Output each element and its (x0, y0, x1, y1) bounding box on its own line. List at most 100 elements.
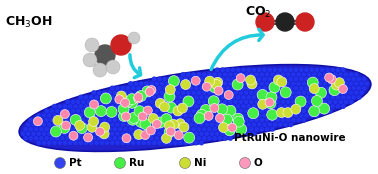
Circle shape (128, 81, 133, 86)
Circle shape (104, 113, 110, 118)
Circle shape (267, 86, 272, 91)
Circle shape (265, 99, 270, 104)
Circle shape (144, 127, 149, 132)
Circle shape (307, 77, 318, 88)
Circle shape (115, 95, 120, 100)
Circle shape (296, 13, 314, 31)
Circle shape (166, 102, 177, 113)
Circle shape (220, 113, 225, 118)
Circle shape (178, 77, 183, 82)
Circle shape (115, 113, 120, 118)
Circle shape (231, 95, 235, 100)
Circle shape (47, 140, 52, 145)
Circle shape (50, 127, 54, 132)
Circle shape (197, 90, 201, 95)
Circle shape (291, 72, 296, 77)
Circle shape (333, 81, 338, 86)
Circle shape (299, 68, 304, 73)
Circle shape (322, 81, 327, 86)
Circle shape (351, 86, 356, 91)
Circle shape (102, 136, 107, 141)
Circle shape (217, 127, 222, 132)
Circle shape (215, 95, 220, 100)
Circle shape (225, 86, 230, 91)
Circle shape (125, 86, 130, 91)
Circle shape (112, 99, 118, 104)
Circle shape (189, 122, 194, 127)
Circle shape (215, 113, 220, 118)
Circle shape (280, 87, 291, 98)
Circle shape (224, 125, 235, 136)
Circle shape (228, 81, 233, 86)
Circle shape (236, 124, 247, 135)
Circle shape (104, 131, 110, 136)
Circle shape (309, 68, 314, 73)
Circle shape (265, 127, 270, 132)
Circle shape (76, 127, 81, 132)
Circle shape (239, 99, 243, 104)
Circle shape (167, 95, 172, 100)
Circle shape (73, 113, 78, 118)
Circle shape (166, 127, 175, 136)
Circle shape (259, 90, 264, 95)
Circle shape (341, 68, 346, 73)
Circle shape (125, 113, 130, 118)
Circle shape (204, 104, 209, 109)
Circle shape (125, 122, 130, 127)
Circle shape (139, 90, 144, 95)
Circle shape (349, 81, 354, 86)
Circle shape (225, 122, 230, 127)
Circle shape (328, 81, 333, 86)
Circle shape (50, 136, 54, 141)
Circle shape (296, 72, 301, 77)
Circle shape (194, 122, 199, 127)
Circle shape (34, 118, 39, 122)
Circle shape (70, 127, 75, 132)
Circle shape (178, 140, 183, 145)
Circle shape (181, 81, 186, 86)
Circle shape (97, 118, 102, 122)
Text: O: O (254, 158, 263, 168)
Circle shape (246, 68, 251, 73)
Circle shape (293, 113, 299, 118)
Circle shape (68, 140, 73, 145)
Circle shape (75, 120, 85, 130)
Circle shape (273, 86, 277, 91)
Circle shape (273, 122, 277, 127)
Circle shape (139, 118, 144, 122)
Circle shape (120, 131, 125, 136)
Circle shape (70, 99, 75, 104)
Circle shape (293, 95, 299, 100)
Circle shape (94, 113, 99, 118)
Circle shape (280, 81, 285, 86)
Circle shape (280, 90, 285, 95)
Circle shape (183, 95, 188, 100)
Circle shape (241, 86, 246, 91)
Circle shape (162, 77, 167, 82)
Circle shape (149, 127, 154, 132)
Circle shape (191, 108, 196, 113)
Circle shape (262, 104, 267, 109)
Circle shape (99, 104, 104, 109)
Circle shape (70, 136, 75, 141)
Circle shape (228, 136, 233, 141)
Circle shape (99, 131, 104, 136)
Circle shape (120, 122, 125, 127)
Circle shape (189, 131, 194, 136)
Circle shape (239, 108, 243, 113)
Circle shape (26, 131, 31, 136)
Circle shape (28, 118, 33, 122)
Circle shape (39, 136, 44, 141)
Circle shape (81, 108, 86, 113)
Circle shape (104, 122, 110, 127)
Circle shape (228, 127, 233, 132)
Circle shape (181, 72, 186, 77)
Circle shape (225, 68, 230, 73)
Circle shape (220, 131, 225, 136)
Circle shape (155, 98, 165, 108)
Circle shape (209, 86, 214, 91)
Circle shape (128, 99, 133, 104)
Circle shape (139, 99, 144, 104)
Circle shape (57, 104, 62, 109)
Circle shape (283, 86, 288, 91)
